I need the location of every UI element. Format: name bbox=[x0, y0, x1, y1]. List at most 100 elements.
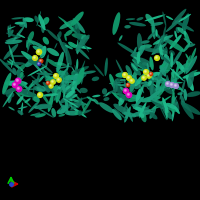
Ellipse shape bbox=[28, 31, 34, 42]
Circle shape bbox=[127, 84, 128, 85]
Ellipse shape bbox=[128, 96, 140, 102]
Circle shape bbox=[39, 94, 40, 95]
Ellipse shape bbox=[72, 33, 89, 39]
Ellipse shape bbox=[55, 66, 70, 69]
Circle shape bbox=[17, 87, 19, 89]
Ellipse shape bbox=[135, 95, 142, 100]
Ellipse shape bbox=[50, 85, 58, 97]
Ellipse shape bbox=[137, 80, 144, 93]
Circle shape bbox=[12, 82, 18, 88]
Ellipse shape bbox=[78, 60, 85, 80]
Ellipse shape bbox=[159, 70, 170, 72]
Ellipse shape bbox=[71, 75, 84, 80]
Ellipse shape bbox=[125, 94, 143, 100]
Ellipse shape bbox=[172, 104, 175, 121]
Ellipse shape bbox=[68, 75, 75, 82]
Ellipse shape bbox=[133, 96, 144, 109]
Ellipse shape bbox=[9, 44, 15, 63]
Ellipse shape bbox=[33, 96, 40, 102]
Ellipse shape bbox=[129, 22, 146, 26]
Ellipse shape bbox=[71, 11, 84, 26]
Ellipse shape bbox=[57, 85, 72, 91]
Circle shape bbox=[175, 85, 176, 86]
Ellipse shape bbox=[71, 45, 92, 49]
Ellipse shape bbox=[183, 89, 187, 101]
Ellipse shape bbox=[166, 39, 185, 52]
Ellipse shape bbox=[132, 69, 138, 81]
Ellipse shape bbox=[65, 111, 80, 116]
Ellipse shape bbox=[126, 106, 133, 122]
Ellipse shape bbox=[156, 70, 162, 92]
Ellipse shape bbox=[138, 68, 154, 74]
Ellipse shape bbox=[181, 63, 190, 70]
Ellipse shape bbox=[140, 96, 161, 102]
Ellipse shape bbox=[79, 88, 88, 93]
Ellipse shape bbox=[23, 88, 37, 90]
Ellipse shape bbox=[17, 78, 29, 90]
Ellipse shape bbox=[130, 84, 139, 87]
Ellipse shape bbox=[103, 90, 115, 97]
Circle shape bbox=[16, 79, 18, 81]
Ellipse shape bbox=[45, 76, 60, 81]
Ellipse shape bbox=[70, 94, 77, 98]
Ellipse shape bbox=[112, 92, 123, 102]
Ellipse shape bbox=[165, 62, 171, 74]
Ellipse shape bbox=[129, 75, 139, 83]
Ellipse shape bbox=[63, 87, 65, 101]
Ellipse shape bbox=[70, 103, 82, 110]
Ellipse shape bbox=[65, 79, 70, 92]
Ellipse shape bbox=[75, 65, 78, 83]
Ellipse shape bbox=[153, 35, 170, 45]
Ellipse shape bbox=[35, 58, 40, 64]
Ellipse shape bbox=[149, 106, 156, 119]
Ellipse shape bbox=[78, 110, 82, 116]
Ellipse shape bbox=[47, 48, 59, 56]
Ellipse shape bbox=[43, 93, 58, 96]
Ellipse shape bbox=[116, 78, 123, 99]
Ellipse shape bbox=[112, 93, 129, 97]
Ellipse shape bbox=[149, 57, 154, 70]
Ellipse shape bbox=[77, 67, 85, 85]
Ellipse shape bbox=[170, 68, 184, 81]
Circle shape bbox=[123, 73, 127, 77]
Ellipse shape bbox=[139, 102, 147, 116]
Circle shape bbox=[155, 56, 159, 60]
Ellipse shape bbox=[172, 75, 176, 96]
Ellipse shape bbox=[61, 85, 67, 92]
Ellipse shape bbox=[27, 66, 47, 76]
Circle shape bbox=[167, 83, 168, 84]
Ellipse shape bbox=[124, 25, 131, 28]
Circle shape bbox=[49, 84, 53, 88]
Ellipse shape bbox=[132, 110, 153, 117]
Ellipse shape bbox=[151, 24, 154, 37]
Ellipse shape bbox=[11, 17, 23, 19]
Ellipse shape bbox=[72, 72, 79, 91]
Ellipse shape bbox=[32, 80, 44, 90]
Ellipse shape bbox=[94, 64, 104, 76]
Ellipse shape bbox=[139, 46, 145, 50]
Ellipse shape bbox=[128, 90, 135, 96]
Ellipse shape bbox=[182, 72, 200, 79]
Ellipse shape bbox=[172, 96, 179, 111]
Ellipse shape bbox=[74, 96, 90, 102]
Ellipse shape bbox=[17, 68, 21, 77]
Ellipse shape bbox=[44, 71, 52, 84]
Ellipse shape bbox=[151, 78, 167, 84]
Ellipse shape bbox=[13, 26, 25, 42]
Ellipse shape bbox=[60, 91, 76, 103]
Circle shape bbox=[58, 79, 59, 80]
Ellipse shape bbox=[75, 22, 78, 29]
Ellipse shape bbox=[160, 54, 171, 65]
Ellipse shape bbox=[186, 75, 194, 91]
Ellipse shape bbox=[16, 96, 24, 105]
Ellipse shape bbox=[134, 85, 141, 89]
Ellipse shape bbox=[164, 54, 170, 64]
Ellipse shape bbox=[63, 64, 72, 67]
Ellipse shape bbox=[7, 60, 13, 65]
Ellipse shape bbox=[151, 43, 167, 55]
Ellipse shape bbox=[61, 81, 77, 83]
Ellipse shape bbox=[80, 34, 86, 46]
Ellipse shape bbox=[70, 105, 87, 118]
Ellipse shape bbox=[126, 18, 135, 20]
Ellipse shape bbox=[137, 33, 143, 54]
